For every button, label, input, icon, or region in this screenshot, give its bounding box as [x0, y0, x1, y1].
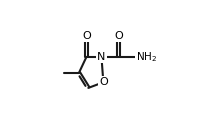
Text: N: N [97, 52, 106, 62]
Text: O: O [114, 31, 123, 41]
Text: O: O [82, 31, 91, 41]
Text: NH$_2$: NH$_2$ [136, 50, 157, 64]
Text: O: O [99, 77, 108, 87]
